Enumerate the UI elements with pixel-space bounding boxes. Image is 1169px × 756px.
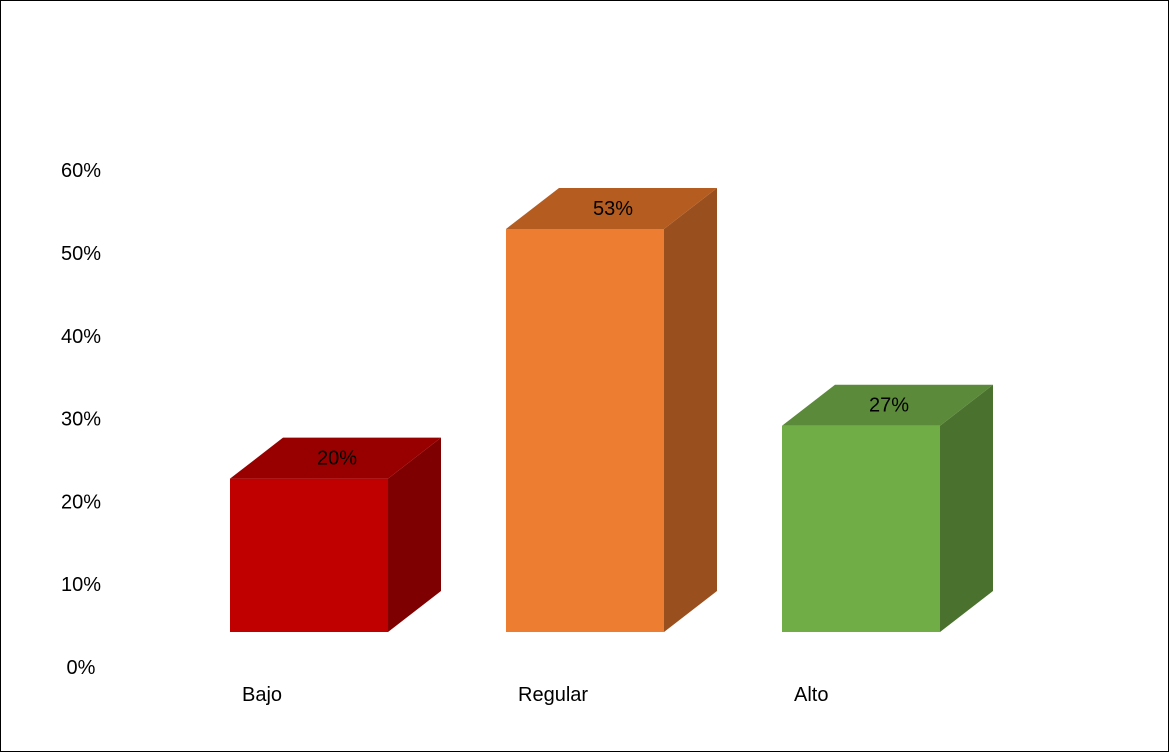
data-label: 27% [869, 395, 909, 417]
y-tick-label: 40% [61, 326, 101, 348]
y-tick-label: 30% [61, 409, 101, 431]
x-category-label: Bajo [242, 684, 282, 706]
x-category-label: Alto [794, 684, 828, 706]
bar-front-face [506, 228, 664, 632]
x-axis: Bajo Regular Alto [242, 684, 828, 706]
bar-top-face [230, 437, 441, 479]
data-label: 53% [593, 198, 633, 220]
y-tick-label: 0% [67, 657, 96, 679]
bars: 20% 53% 27% [230, 187, 993, 632]
bar-front-face [782, 425, 940, 632]
bar-front-face [230, 478, 388, 632]
bar-top-face [506, 187, 717, 229]
bar-side-face [664, 187, 717, 632]
bar-bajo: 20% [230, 437, 441, 632]
y-tick-label: 50% [61, 243, 101, 265]
bar-regular: 53% [506, 187, 717, 632]
y-axis: 0% 10% 20% 30% 40% 50% 60% [61, 160, 101, 679]
y-tick-label: 20% [61, 491, 101, 513]
y-tick-label: 60% [61, 160, 101, 182]
y-tick-label: 10% [61, 574, 101, 596]
bar-side-face [940, 384, 993, 632]
bar-top-face [782, 384, 993, 426]
data-label: 20% [317, 448, 357, 470]
bar-alto: 27% [782, 384, 993, 632]
bar-side-face [388, 437, 441, 632]
x-category-label: Regular [518, 684, 588, 706]
